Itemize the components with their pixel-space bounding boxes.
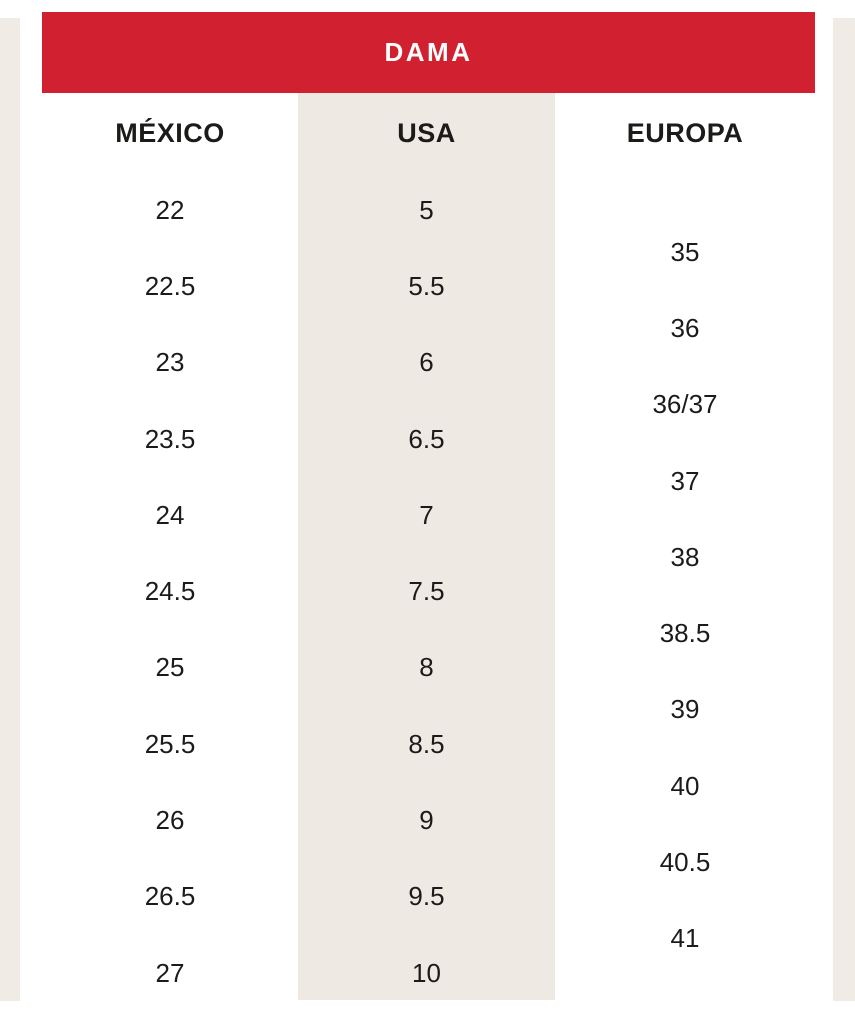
column-header-europa: EUROPA [626, 117, 744, 148]
usa-column-background [298, 93, 555, 1000]
table-header-row: MÉXICO USA EUROPA [42, 93, 815, 173]
size-value: 26.5 [144, 881, 196, 912]
size-value: 9 [419, 805, 434, 836]
size-value: 9.5 [408, 881, 445, 912]
size-value: 22 [155, 194, 185, 225]
right-margin-strip [833, 18, 855, 1001]
size-value: 5 [419, 194, 434, 225]
table-title-bar: DAMA [42, 12, 815, 93]
size-value: 36/37 [652, 389, 718, 420]
size-value: 26 [155, 805, 185, 836]
column-usa: 5 5.5 6 6.5 7 7.5 8 8.5 9 9.5 10 [298, 172, 555, 1011]
size-value: 7.5 [408, 576, 445, 607]
size-value: 35 [670, 236, 700, 267]
size-value: 24 [155, 499, 185, 530]
column-header-usa: USA [397, 117, 456, 148]
size-value: 40.5 [659, 847, 711, 878]
size-value: 36 [670, 312, 700, 343]
size-value: 6.5 [408, 423, 445, 454]
column-mexico: 22 22.5 23 23.5 24 24.5 25 25.5 26 26.5 27 [42, 172, 298, 1011]
table-title: DAMA [384, 37, 473, 67]
size-value: 23 [155, 347, 185, 378]
size-value: 37 [670, 465, 700, 496]
column-europa: 35 36 36/37 37 38 38.5 39 40 40.5 41 [555, 214, 815, 977]
size-value: 25.5 [144, 728, 196, 759]
left-margin-strip [0, 18, 20, 1001]
column-header-mexico: MÉXICO [115, 117, 225, 148]
size-value: 23.5 [144, 423, 196, 454]
size-value: 41 [670, 923, 700, 954]
size-value: 5.5 [408, 270, 445, 301]
size-value: 38 [670, 541, 700, 572]
size-value: 38.5 [659, 618, 711, 649]
size-value: 10 [412, 957, 441, 988]
size-value: 6 [419, 347, 434, 378]
size-value: 40 [670, 770, 700, 801]
size-value: 22.5 [144, 270, 196, 301]
size-value: 8 [419, 652, 434, 683]
size-value: 39 [670, 694, 700, 725]
size-value: 7 [419, 499, 434, 530]
size-value: 24.5 [144, 576, 196, 607]
size-value: 25 [155, 652, 185, 683]
size-value: 8.5 [408, 728, 445, 759]
size-value: 27 [155, 957, 185, 988]
